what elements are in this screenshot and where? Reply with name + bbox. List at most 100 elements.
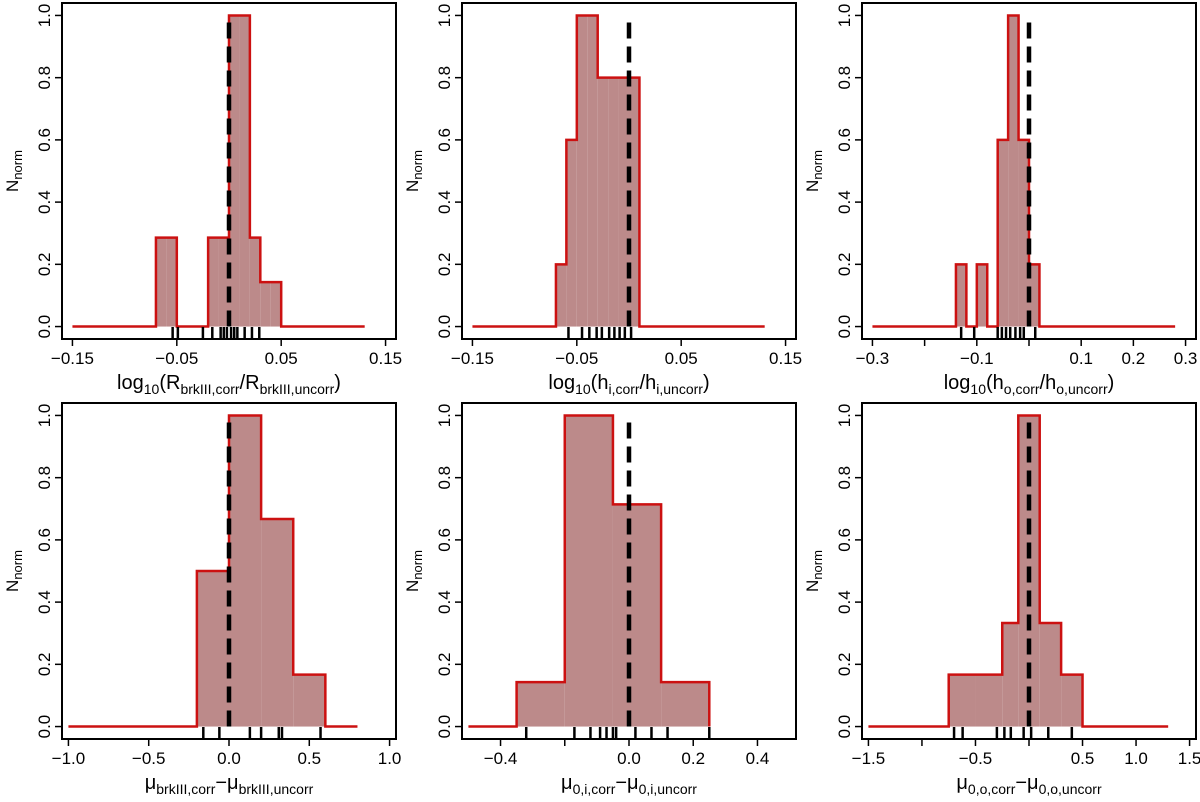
x-tick-label: −0.4 xyxy=(484,749,518,768)
chart-svg: −0.15 −0.05 0.05 0.15 0.0 0.2 0.4 0.6 0.8 1.0 Nnor… xyxy=(3,2,402,397)
y-tick-label: 0.6 xyxy=(435,528,454,552)
y-tick-label: 0.6 xyxy=(835,528,854,552)
y-tick-label: 1.0 xyxy=(835,404,854,428)
x-tick-label: 0.05 xyxy=(665,349,698,368)
x-tick-label: 0.2 xyxy=(681,749,705,768)
y-axis-title: Nnorm xyxy=(403,150,425,192)
histogram-bar xyxy=(229,15,240,327)
histogram-bar xyxy=(155,237,167,327)
x-tick-label: −0.5 xyxy=(959,749,993,768)
y-tick-label: 0.0 xyxy=(35,715,54,739)
y-tick-label: 0.6 xyxy=(435,128,454,152)
histogram-bar xyxy=(1018,139,1029,327)
histogram-bar xyxy=(260,282,271,327)
x-tick-label: −0.15 xyxy=(451,349,494,368)
y-tick-label: 0.6 xyxy=(35,128,54,152)
histogram-outline xyxy=(868,414,1169,728)
y-tick-label: 0.2 xyxy=(35,653,54,677)
histogram-outline xyxy=(68,414,358,728)
y-tick-label: 0.2 xyxy=(35,253,54,277)
x-tick-label: 1.0 xyxy=(378,749,402,768)
y-tick-label: 0.4 xyxy=(435,190,454,214)
x-tick-label: −0.15 xyxy=(51,349,94,368)
x-tick-label: −0.3 xyxy=(856,349,890,368)
histogram-bar xyxy=(948,674,976,727)
histogram-bar xyxy=(975,674,1003,727)
y-axis-title: Nnorm xyxy=(3,150,25,192)
histogram-bar xyxy=(1008,15,1019,327)
histogram-bar xyxy=(608,77,619,327)
histogram-bar xyxy=(1061,674,1083,727)
histogram-bar xyxy=(516,682,565,727)
histogram-bar xyxy=(270,282,282,327)
plot-frame xyxy=(61,2,397,340)
y-tick-label: 0.0 xyxy=(835,315,854,339)
histogram-bar xyxy=(208,237,219,327)
y-tick-label: 1.0 xyxy=(35,4,54,28)
plot-frame xyxy=(461,2,797,340)
y-tick-label: 0.4 xyxy=(835,190,854,214)
y-tick-label: 0.2 xyxy=(835,253,854,277)
y-axis-title: Nnorm xyxy=(803,150,825,192)
x-axis-title: μbrkIII,corr−μbrkIII,uncorr xyxy=(145,772,314,797)
y-tick-label: 0.4 xyxy=(35,590,54,614)
y-tick-label: 0.8 xyxy=(835,466,854,490)
x-tick-label: 0.15 xyxy=(769,349,802,368)
histogram-panel-mu-0o: −1.5 −0.5 0.5 1.0 1.5 0.0 0.2 0.4 0.6 0.8 1.0 Nnorm… xyxy=(800,400,1200,802)
x-tick-label: 0.0 xyxy=(217,749,241,768)
histogram-bar xyxy=(229,415,262,727)
y-tick-label: 1.0 xyxy=(835,4,854,28)
y-tick-label: 0.8 xyxy=(35,66,54,90)
histogram-bar xyxy=(196,571,229,727)
histogram-panel-mu-brk: −1.0 −0.5 0.0 0.5 1.0 0.0 0.2 0.4 0.6 0.8 1.0 Nnorm… xyxy=(0,400,402,802)
x-tick-label: −1.0 xyxy=(52,749,86,768)
y-axis-title: Nnorm xyxy=(803,550,825,592)
y-tick-label: 0.8 xyxy=(435,466,454,490)
y-tick-label: 0.8 xyxy=(835,66,854,90)
histogram-bar xyxy=(955,264,967,327)
histogram-bar xyxy=(261,519,294,727)
y-tick-label: 0.2 xyxy=(435,253,454,277)
x-axis-title: log10(ho,corr/ho,uncorr) xyxy=(944,372,1115,397)
histogram-bar xyxy=(555,264,567,327)
histogram-bar xyxy=(166,237,177,327)
histogram-bar xyxy=(629,77,640,327)
histogram-panel-mu-0i: −0.4 0.0 0.2 0.4 0.0 0.2 0.4 0.6 0.8 1.0 Nnorm μ0,i… xyxy=(400,400,800,802)
x-tick-label: −0.05 xyxy=(555,349,598,368)
y-tick-label: 0.4 xyxy=(35,190,54,214)
y-tick-label: 0.6 xyxy=(835,128,854,152)
chart-svg: −1.5 −0.5 0.5 1.0 1.5 0.0 0.2 0.4 0.6 0.8 1.0 Nnorm… xyxy=(803,402,1200,797)
histogram-bar xyxy=(1002,622,1019,727)
histogram-bar xyxy=(597,77,609,327)
y-tick-label: 0.4 xyxy=(435,590,454,614)
x-tick-label: 0.1 xyxy=(1069,349,1093,368)
x-axis-title: log10(hi,corr/hi,uncorr) xyxy=(548,372,709,397)
histogram-outline xyxy=(472,14,765,328)
histogram-outline xyxy=(468,414,711,728)
y-tick-label: 0.0 xyxy=(435,715,454,739)
x-tick-label: −0.1 xyxy=(960,349,994,368)
chart-svg: −1.0 −0.5 0.0 0.5 1.0 0.0 0.2 0.4 0.6 0.8 1.0 Nnorm… xyxy=(3,402,402,797)
x-tick-label: −0.5 xyxy=(132,749,166,768)
chart-svg: −0.4 0.0 0.2 0.4 0.0 0.2 0.4 0.6 0.8 1.0 Nnorm μ0,i… xyxy=(403,402,797,797)
histogram-bar xyxy=(587,15,598,327)
y-tick-label: 0.8 xyxy=(435,66,454,90)
x-tick-label: 0.05 xyxy=(265,349,298,368)
histogram-bar xyxy=(997,139,1009,327)
histogram-bar xyxy=(618,77,629,327)
x-tick-label: 0.4 xyxy=(746,749,770,768)
chart-svg: −0.15 −0.05 0.05 0.15 0.0 0.2 0.4 0.6 0.8 1.0 Nnor… xyxy=(403,2,802,397)
y-tick-label: 0.2 xyxy=(435,653,454,677)
x-tick-label: 1.0 xyxy=(1124,749,1148,768)
histogram-bar xyxy=(218,237,229,327)
histogram-panel-log-rbrk: −0.15 −0.05 0.05 0.15 0.0 0.2 0.4 0.6 0.8 1.0 Nnor… xyxy=(0,0,402,402)
histogram-bar xyxy=(661,682,710,727)
y-tick-label: 1.0 xyxy=(435,404,454,428)
y-tick-label: 0.4 xyxy=(835,590,854,614)
histogram-bar xyxy=(249,237,261,327)
x-axis-title: μ0,o,corr−μ0,o,uncorr xyxy=(956,772,1102,797)
y-axis-title: Nnorm xyxy=(403,550,425,592)
histogram-bar xyxy=(239,15,250,327)
histogram-panel-log-hi: −0.15 −0.05 0.05 0.15 0.0 0.2 0.4 0.6 0.8 1.0 Nnor… xyxy=(400,0,802,402)
x-tick-label: 0.5 xyxy=(297,749,321,768)
